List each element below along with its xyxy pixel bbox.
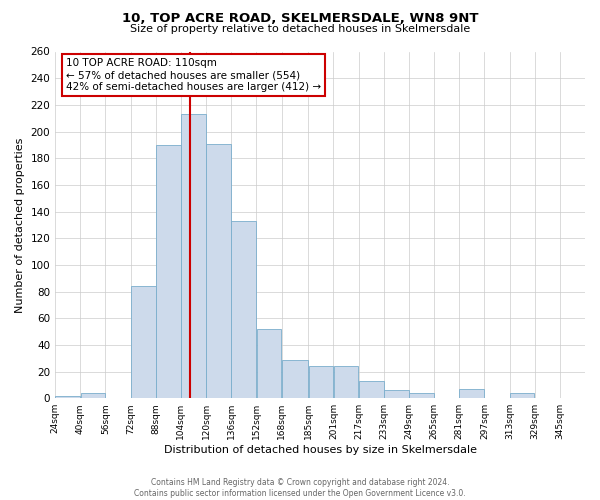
Bar: [156, 145, 181, 398]
Bar: [206, 144, 231, 398]
Text: 10, TOP ACRE ROAD, SKELMERSDALE, WN8 9NT: 10, TOP ACRE ROAD, SKELMERSDALE, WN8 9NT: [122, 12, 478, 26]
Bar: [409, 393, 434, 398]
Bar: [359, 381, 383, 398]
X-axis label: Distribution of detached houses by size in Skelmersdale: Distribution of detached houses by size …: [164, 445, 476, 455]
Bar: [282, 360, 308, 398]
Text: Size of property relative to detached houses in Skelmersdale: Size of property relative to detached ho…: [130, 24, 470, 34]
Bar: [384, 390, 409, 398]
Bar: [181, 114, 206, 398]
Bar: [334, 366, 358, 398]
Bar: [308, 366, 333, 398]
Text: Contains HM Land Registry data © Crown copyright and database right 2024.
Contai: Contains HM Land Registry data © Crown c…: [134, 478, 466, 498]
Bar: [55, 396, 80, 398]
Bar: [510, 393, 535, 398]
Text: 10 TOP ACRE ROAD: 110sqm
← 57% of detached houses are smaller (554)
42% of semi-: 10 TOP ACRE ROAD: 110sqm ← 57% of detach…: [66, 58, 321, 92]
Y-axis label: Number of detached properties: Number of detached properties: [15, 137, 25, 312]
Bar: [131, 286, 155, 398]
Bar: [232, 221, 256, 398]
Bar: [80, 393, 105, 398]
Bar: [257, 329, 281, 398]
Bar: [460, 389, 484, 398]
